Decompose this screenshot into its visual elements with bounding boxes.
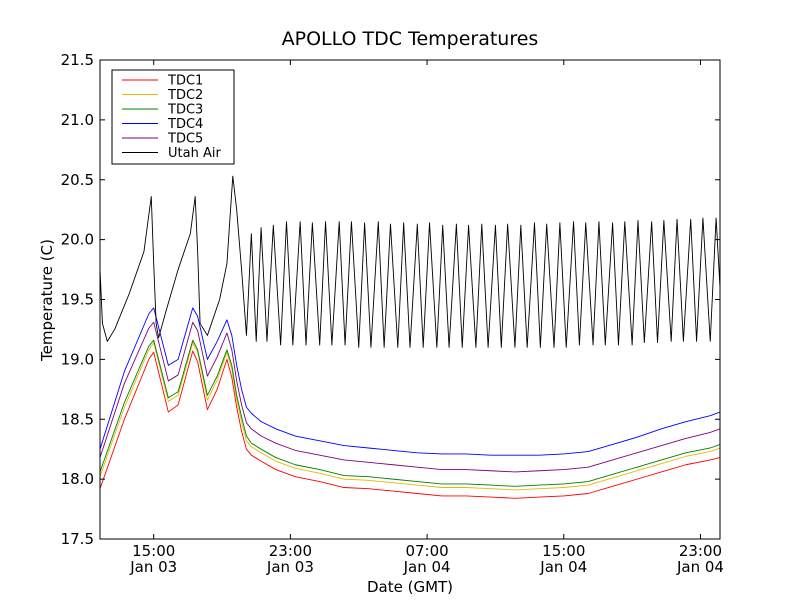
series-line-utah-air — [100, 175, 720, 348]
y-tick-label: 21.0 — [61, 111, 94, 129]
x-tick-time-label: 23:00 — [269, 542, 312, 560]
legend-label: TDC3 — [167, 103, 203, 118]
x-tick-time-label: 07:00 — [405, 542, 448, 560]
x-tick-date-label: Jan 03 — [129, 558, 177, 576]
y-tick-label: 19.5 — [61, 291, 94, 309]
y-tick-label: 18.5 — [61, 410, 94, 428]
y-tick-label: 19.0 — [61, 350, 94, 368]
x-tick-date-label: Jan 04 — [539, 558, 587, 576]
legend-label: TDC4 — [167, 117, 203, 132]
legend-label: TDC1 — [167, 74, 203, 89]
plot-frame — [99, 59, 721, 540]
y-tick-label: 20.5 — [61, 171, 94, 189]
legend-label: Utah Air — [168, 146, 221, 161]
x-axis-label: Date (GMT) — [367, 578, 453, 596]
y-tick-label: 18.0 — [61, 470, 94, 488]
x-tick-time-label: 15:00 — [132, 542, 175, 560]
axis-ticks-group: 17.5 18.0 18.5 19.0 19.5 20.0 20.5 21.0 21.5 15:0… — [61, 51, 724, 576]
plot-series-group — [100, 175, 720, 499]
series-line-tdc2 — [100, 342, 720, 491]
y-tick-label: 21.5 — [61, 51, 94, 69]
series-line-tdc3 — [100, 339, 720, 487]
y-tick-label: 20.0 — [61, 231, 94, 249]
x-tick-time-label: 15:00 — [542, 542, 585, 560]
series-line-tdc1 — [100, 350, 720, 499]
y-axis-label: Temperature (C) — [38, 239, 56, 362]
legend-label: TDC5 — [167, 132, 203, 147]
x-tick-date-label: Jan 03 — [266, 558, 314, 576]
legend-label: TDC2 — [167, 88, 203, 103]
legend-box — [111, 69, 235, 165]
x-tick-date-label: Jan 04 — [403, 558, 451, 576]
x-tick-date-label: Jan 04 — [676, 558, 724, 576]
series-line-tdc4 — [100, 307, 720, 456]
chart-title: APOLLO TDC Temperatures — [282, 28, 539, 50]
series-line-tdc5 — [100, 321, 720, 473]
y-tick-label: 17.5 — [61, 530, 94, 548]
x-tick-time-label: 23:00 — [679, 542, 722, 560]
